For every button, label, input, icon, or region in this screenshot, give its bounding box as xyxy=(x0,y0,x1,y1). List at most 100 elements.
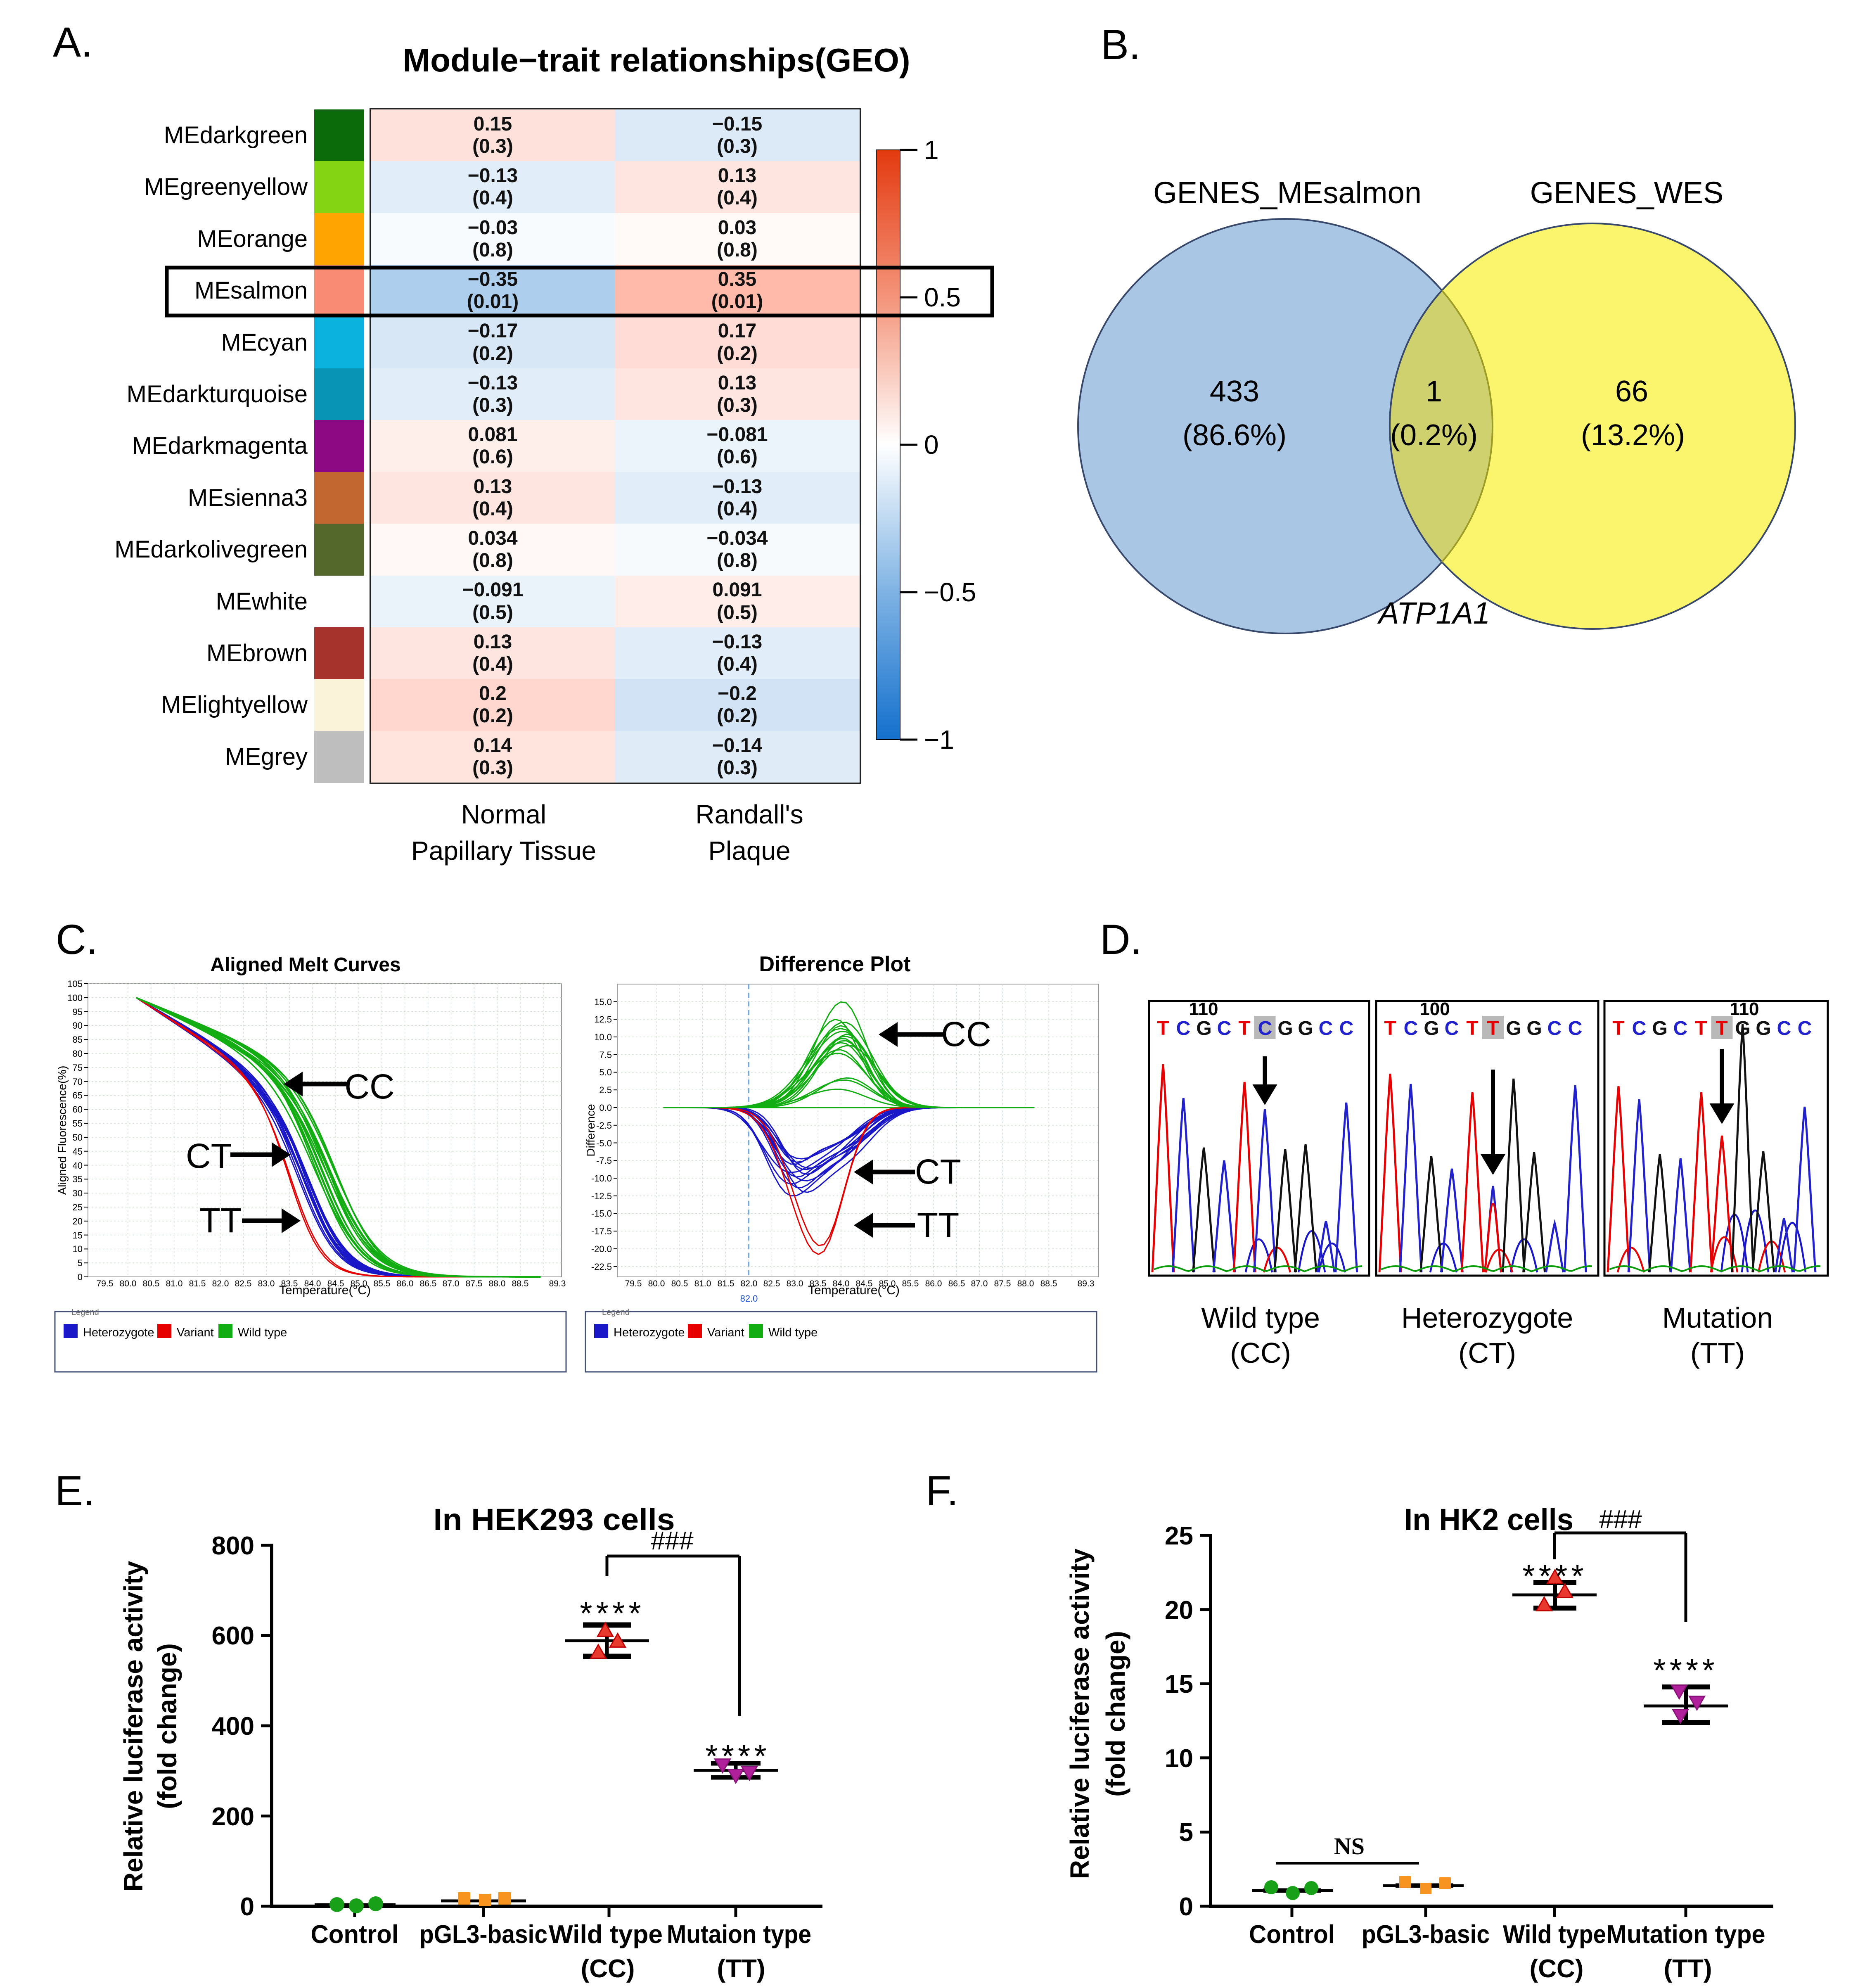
svg-text:(13.2%): (13.2%) xyxy=(1581,419,1685,452)
svg-text:Heterozygote: Heterozygote xyxy=(1401,1302,1573,1334)
svg-text:T: T xyxy=(1487,1018,1499,1039)
svg-text:85.0: 85.0 xyxy=(879,1279,896,1288)
svg-text:82.5: 82.5 xyxy=(763,1279,780,1288)
svg-text:12.5: 12.5 xyxy=(594,1014,612,1025)
svg-text:Control: Control xyxy=(311,1920,399,1949)
svg-text:Variant: Variant xyxy=(177,1326,214,1339)
svg-text:Difference Plot: Difference Plot xyxy=(759,952,911,976)
svg-text:C: C xyxy=(1176,1018,1191,1039)
svg-text:81.0: 81.0 xyxy=(166,1279,183,1288)
svg-text:87.0: 87.0 xyxy=(443,1279,460,1288)
svg-text:T: T xyxy=(1695,1018,1707,1039)
svg-text:ATP1A1: ATP1A1 xyxy=(1377,596,1490,630)
svg-text:Mutaion type: Mutaion type xyxy=(667,1920,811,1949)
svg-text:Mutation: Mutation xyxy=(1662,1302,1773,1334)
svg-text:−1: −1 xyxy=(924,725,954,754)
svg-text:-12.5: -12.5 xyxy=(591,1191,612,1201)
svg-text:G: G xyxy=(1298,1018,1313,1039)
svg-text:75: 75 xyxy=(73,1063,83,1073)
svg-text:50: 50 xyxy=(73,1132,83,1143)
svg-text:C.: C. xyxy=(56,916,98,963)
svg-text:105: 105 xyxy=(67,979,83,989)
svg-text:-7.5: -7.5 xyxy=(596,1155,612,1166)
svg-text:pGL3-basic: pGL3-basic xyxy=(1362,1920,1490,1949)
svg-text:C: C xyxy=(1547,1018,1562,1039)
svg-text:89.3: 89.3 xyxy=(1078,1279,1095,1288)
svg-text:1: 1 xyxy=(924,135,939,165)
svg-text:79.5: 79.5 xyxy=(97,1279,114,1288)
svg-text:Wild type: Wild type xyxy=(238,1326,287,1339)
svg-text:NS: NS xyxy=(1334,1833,1365,1860)
svg-text:Relative luciferase activity: Relative luciferase activity xyxy=(118,1561,148,1891)
svg-text:45: 45 xyxy=(73,1146,83,1157)
svg-text:80: 80 xyxy=(73,1049,83,1059)
svg-text:80.5: 80.5 xyxy=(671,1279,688,1288)
svg-text:GENES_WES: GENES_WES xyxy=(1530,176,1724,210)
svg-text:-20.0: -20.0 xyxy=(591,1244,612,1254)
svg-text:25: 25 xyxy=(73,1202,83,1212)
svg-text:T: T xyxy=(1384,1018,1396,1039)
svg-text:-2.5: -2.5 xyxy=(596,1120,612,1131)
svg-text:0: 0 xyxy=(924,430,939,460)
svg-text:D.: D. xyxy=(1100,916,1142,963)
svg-text:86.5: 86.5 xyxy=(420,1279,437,1288)
svg-text:Wild type: Wild type xyxy=(1201,1302,1320,1334)
svg-text:80.0: 80.0 xyxy=(648,1279,665,1288)
svg-text:82.5: 82.5 xyxy=(235,1279,252,1288)
svg-text:110: 110 xyxy=(1730,999,1759,1019)
svg-text:C: C xyxy=(1339,1018,1354,1039)
svg-text:80.5: 80.5 xyxy=(143,1279,160,1288)
svg-text:1: 1 xyxy=(1426,375,1442,408)
svg-text:400: 400 xyxy=(212,1712,254,1741)
svg-text:-5.0: -5.0 xyxy=(596,1138,612,1148)
svg-text:70: 70 xyxy=(73,1077,83,1087)
svg-text:G: G xyxy=(1277,1018,1293,1039)
svg-text:T: T xyxy=(1157,1018,1169,1039)
svg-text:87.5: 87.5 xyxy=(994,1279,1011,1288)
svg-text:Wild type: Wild type xyxy=(1503,1920,1606,1949)
svg-text:Wild type: Wild type xyxy=(768,1326,818,1339)
svg-text:C: C xyxy=(1798,1018,1812,1039)
svg-text:85.5: 85.5 xyxy=(902,1279,919,1288)
svg-text:****: **** xyxy=(1522,1558,1587,1594)
svg-text:C: C xyxy=(1404,1018,1418,1039)
svg-text:CT: CT xyxy=(186,1136,232,1175)
svg-text:Aligned Fluorescence(%): Aligned Fluorescence(%) xyxy=(56,1066,69,1195)
svg-text:Control: Control xyxy=(1249,1920,1335,1949)
svg-text:(CC): (CC) xyxy=(1230,1337,1291,1369)
svg-text:85.0: 85.0 xyxy=(351,1279,367,1288)
svg-text:CC: CC xyxy=(941,1015,991,1053)
svg-text:88.0: 88.0 xyxy=(1017,1279,1034,1288)
svg-text:87.5: 87.5 xyxy=(466,1279,483,1288)
svg-text:C: C xyxy=(1258,1018,1272,1039)
svg-text:(CC): (CC) xyxy=(1530,1955,1584,1983)
svg-text:83.0: 83.0 xyxy=(787,1279,803,1288)
svg-text:84.0: 84.0 xyxy=(304,1279,321,1288)
svg-text:86.0: 86.0 xyxy=(397,1279,414,1288)
svg-text:86.5: 86.5 xyxy=(948,1279,965,1288)
svg-text:CC: CC xyxy=(344,1067,394,1106)
svg-text:87.0: 87.0 xyxy=(971,1279,988,1288)
svg-text:C: C xyxy=(1568,1018,1583,1039)
svg-text:600: 600 xyxy=(212,1622,254,1650)
svg-text:83.0: 83.0 xyxy=(258,1279,275,1288)
svg-text:G: G xyxy=(1424,1018,1439,1039)
svg-text:5.0: 5.0 xyxy=(599,1067,612,1077)
svg-text:(TT): (TT) xyxy=(717,1955,765,1983)
svg-text:Heterozygote: Heterozygote xyxy=(83,1326,154,1339)
svg-text:****: **** xyxy=(1653,1652,1718,1688)
svg-text:88.5: 88.5 xyxy=(512,1279,529,1288)
svg-text:Difference: Difference xyxy=(584,1104,597,1156)
svg-text:20: 20 xyxy=(1165,1596,1193,1625)
svg-text:82.0: 82.0 xyxy=(212,1279,229,1288)
svg-text:C: C xyxy=(1445,1018,1459,1039)
svg-text:35: 35 xyxy=(73,1174,83,1184)
svg-text:****: **** xyxy=(580,1595,645,1631)
svg-text:66: 66 xyxy=(1615,375,1648,408)
svg-text:15.0: 15.0 xyxy=(594,997,612,1007)
svg-text:(86.6%): (86.6%) xyxy=(1182,419,1287,452)
svg-text:88.5: 88.5 xyxy=(1040,1279,1057,1288)
svg-text:55: 55 xyxy=(73,1118,83,1129)
svg-text:(0.2%): (0.2%) xyxy=(1390,419,1478,452)
svg-text:-17.5: -17.5 xyxy=(591,1226,612,1236)
